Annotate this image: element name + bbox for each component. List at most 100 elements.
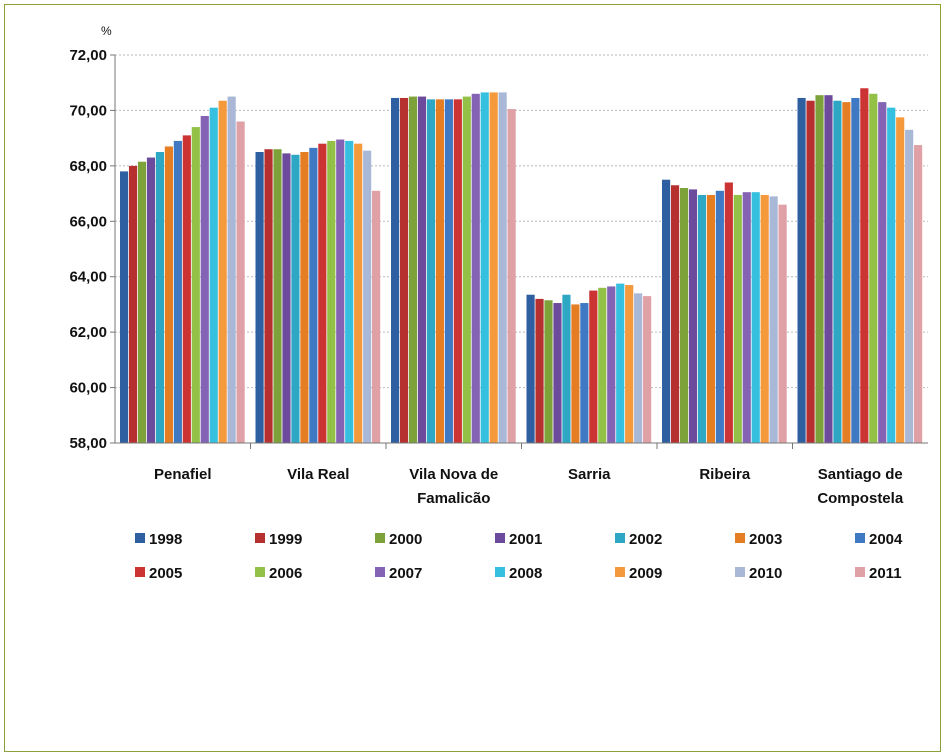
y-tick-label: 58,00 <box>69 435 107 452</box>
bar-2004-0 <box>173 140 182 443</box>
bar-2008-0 <box>209 107 218 444</box>
bar-2010-3 <box>634 293 643 443</box>
bar-2010-5 <box>905 129 914 443</box>
x-category-label: Ribeira <box>699 466 751 483</box>
legend-label-2001: 2001 <box>509 531 542 548</box>
bar-2011-4 <box>778 204 787 443</box>
bar-2009-0 <box>218 100 227 443</box>
bar-2011-1 <box>372 190 381 443</box>
bar-2009-3 <box>625 285 634 443</box>
y-tick-label: 68,00 <box>69 158 107 175</box>
bar-2002-3 <box>562 294 571 443</box>
legend-swatch-2008 <box>495 567 505 577</box>
bar-2007-2 <box>471 93 480 444</box>
bar-2002-1 <box>291 154 300 443</box>
bar-2007-5 <box>878 102 887 443</box>
bar-2001-5 <box>824 95 833 443</box>
bar-2008-1 <box>345 140 354 443</box>
bar-2003-2 <box>435 99 444 443</box>
bar-1999-2 <box>399 97 409 443</box>
bar-2002-5 <box>833 100 842 443</box>
bar-2004-5 <box>851 97 860 443</box>
x-category-label: Sarria <box>568 466 611 483</box>
bar-2002-2 <box>426 99 436 443</box>
legend-label-2007: 2007 <box>389 565 422 582</box>
bar-chart: 58,00 60,00 62,00 64,00 66,00 68,00 70,00 72,00… <box>69 24 928 582</box>
legend-label-1998: 1998 <box>149 531 182 548</box>
bar-2002-0 <box>155 152 165 443</box>
y-tick-label: 72,00 <box>69 47 107 64</box>
x-category-label: Penafiel <box>154 466 212 483</box>
bar-2010-0 <box>227 96 236 444</box>
legend-swatch-2009 <box>615 567 625 577</box>
bar-2001-2 <box>417 96 427 444</box>
bar-2008-5 <box>887 107 896 444</box>
legend-swatch-2001 <box>495 533 505 543</box>
bar-2003-5 <box>842 102 851 443</box>
legend-swatch-2004 <box>855 533 865 543</box>
x-category-label: Santiago de <box>818 466 903 483</box>
legend-swatch-2002 <box>615 533 625 543</box>
bar-2009-2 <box>489 92 498 444</box>
bar-2007-4 <box>742 192 751 443</box>
bar-2010-1 <box>363 150 372 443</box>
bar-2009-4 <box>760 194 769 443</box>
bar-2005-3 <box>589 290 598 443</box>
bar-2007-1 <box>336 139 345 443</box>
bar-1998-4 <box>662 179 671 443</box>
bar-2000-0 <box>137 161 147 443</box>
bar-2011-2 <box>507 109 516 444</box>
bar-1999-3 <box>535 298 544 443</box>
legend-label-2002: 2002 <box>629 531 662 548</box>
x-category-label: Vila Real <box>287 466 349 483</box>
legend-label-2004: 2004 <box>869 531 903 548</box>
bar-2005-4 <box>724 182 733 443</box>
bar-1998-5 <box>797 97 806 443</box>
bar-2004-4 <box>715 190 724 443</box>
legend-label-2011: 2011 <box>869 565 902 582</box>
bar-2005-2 <box>453 99 462 443</box>
bar-2001-4 <box>688 189 698 443</box>
bar-2004-3 <box>580 303 589 443</box>
bar-2006-5 <box>869 93 878 444</box>
legend-label-2010: 2010 <box>749 565 782 582</box>
bar-2007-0 <box>200 115 209 443</box>
bar-2006-3 <box>598 287 607 443</box>
legend-swatch-2007 <box>375 567 385 577</box>
bar-2002-4 <box>697 194 707 443</box>
bar-2005-0 <box>182 135 191 443</box>
bar-2011-3 <box>643 296 652 443</box>
bar-2010-2 <box>498 92 507 444</box>
y-tick-label: 70,00 <box>69 102 107 119</box>
bar-2008-3 <box>616 283 625 443</box>
legend-label-1999: 1999 <box>269 531 302 548</box>
bar-2008-2 <box>480 92 489 444</box>
bar-1998-0 <box>120 171 129 443</box>
chart-frame: 58,00 60,00 62,00 64,00 66,00 68,00 70,00 72,00… <box>4 4 941 752</box>
bar-2000-2 <box>408 96 418 444</box>
bar-2001-3 <box>553 303 562 443</box>
bar-2006-0 <box>191 127 200 444</box>
legend-label-2009: 2009 <box>629 565 662 582</box>
legend-swatch-2006 <box>255 567 265 577</box>
bar-2006-4 <box>733 194 742 443</box>
legend-swatch-1998 <box>135 533 145 543</box>
legend-label-2000: 2000 <box>389 531 422 548</box>
legend-swatch-1999 <box>255 533 265 543</box>
bar-2009-5 <box>896 117 905 443</box>
legend-label-2005: 2005 <box>149 565 182 582</box>
bar-2006-2 <box>462 96 471 444</box>
bar-2003-3 <box>571 304 580 443</box>
bar-1998-1 <box>255 152 264 443</box>
bar-2011-0 <box>236 121 245 443</box>
bar-1998-2 <box>391 97 400 443</box>
bar-2003-1 <box>300 152 309 443</box>
x-category-label: Vila Nova de <box>409 466 498 483</box>
legend-label-2003: 2003 <box>749 531 782 548</box>
bar-2000-3 <box>544 300 553 443</box>
bar-1999-1 <box>264 149 273 443</box>
legend-label-2008: 2008 <box>509 565 542 582</box>
x-category-label: Famalicão <box>417 490 490 507</box>
legend-swatch-2005 <box>135 567 145 577</box>
legend-label-2006: 2006 <box>269 565 302 582</box>
